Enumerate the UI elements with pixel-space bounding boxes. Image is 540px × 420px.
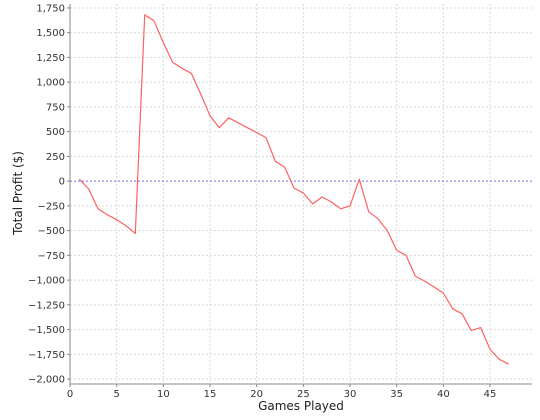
y-tick-label: 1,000 [36,78,65,89]
x-axis-ticks: 0 5 10 15 20 25 30 35 40 45 [67,384,497,400]
y-tick-label: 750 [46,102,65,113]
axes [69,4,532,385]
y-tick-label: −1,250 [28,300,65,311]
y-tick-label: −500 [38,226,65,237]
y-tick-label: −1,750 [28,350,65,361]
y-tick-label: −750 [38,251,65,262]
x-tick-label: 10 [157,389,170,400]
y-tick-label: −1,000 [28,276,65,287]
y-tick-label: 1,500 [36,28,65,39]
y-tick-label: 500 [46,127,65,138]
x-tick-label: 20 [250,389,263,400]
x-tick-label: 35 [390,389,403,400]
series-line [78,14,509,365]
y-tick-label: −1,500 [28,325,65,336]
x-axis-label: Games Played [258,399,344,413]
y-tick-label: 0 [59,177,65,188]
y-axis-ticks: 1,750 1,500 1,250 1,000 750 500 250 0 −250 −500 −7… [28,3,70,386]
x-tick-label: 30 [344,389,357,400]
y-tick-label: −2,000 [28,375,65,386]
y-tick-label: 1,250 [36,53,65,64]
y-tick-label: 1,750 [36,3,65,14]
y-tick-label: −250 [38,201,65,212]
series-group [78,14,509,365]
x-tick-label: 45 [484,389,497,400]
x-tick-label: 15 [204,389,217,400]
x-tick-label: 25 [297,389,310,400]
y-axis-label: Total Profit ($) [11,151,25,236]
y-tick-label: 250 [46,152,65,163]
x-tick-label: 0 [67,389,73,400]
x-tick-label: 40 [437,389,450,400]
grid-lines [69,4,532,383]
x-tick-label: 5 [113,389,119,400]
